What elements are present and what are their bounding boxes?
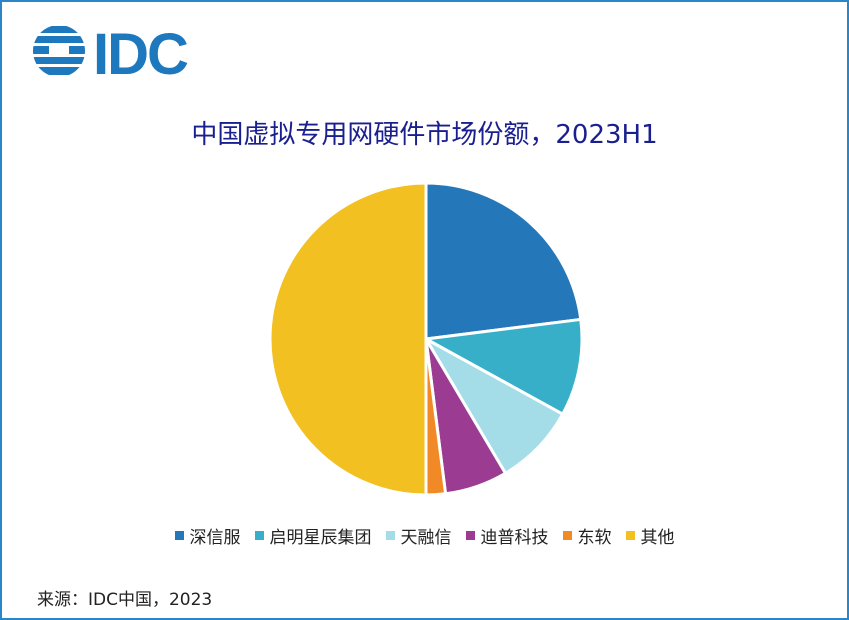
source-note: 来源：IDC中国，2023 [37,590,213,610]
legend-item: 迪普科技 [465,523,549,548]
legend-swatch [254,531,264,540]
pie-slice-5 [268,181,428,497]
legend-item: 深信服 [174,523,241,548]
legend-item: 启明星辰集团 [254,523,372,548]
pie-slice-1 [424,317,584,416]
legend-item: 其他 [625,523,675,548]
legend-swatch [625,531,635,540]
pie-slice-2 [424,337,565,475]
legend-swatch [385,531,395,540]
idc-logo: IDC [33,22,213,87]
logo-text: IDC [93,24,188,80]
legend-swatch [562,531,572,540]
legend-label: 天融信 [400,528,452,548]
chart-legend: 深信服 启明星辰集团 天融信 迪普科技 东软 其他 [0,523,849,548]
pie-slice-0 [424,181,583,341]
legend-swatch [174,531,184,540]
legend-label: 其他 [640,528,675,548]
legend-label: 东软 [577,528,612,548]
legend-label: 启明星辰集团 [269,528,372,548]
legend-item: 天融信 [385,523,452,548]
legend-label: 深信服 [189,528,241,548]
idc-logo-graphic: IDC [33,22,190,87]
legend-label: 迪普科技 [480,528,549,548]
chart-title: 中国虚拟专用网硬件市场份额，2023H1 [191,120,658,150]
legend-item: 东软 [562,523,612,548]
pie-chart [268,181,584,497]
globe-icon [33,26,85,75]
legend-swatch [465,531,475,540]
